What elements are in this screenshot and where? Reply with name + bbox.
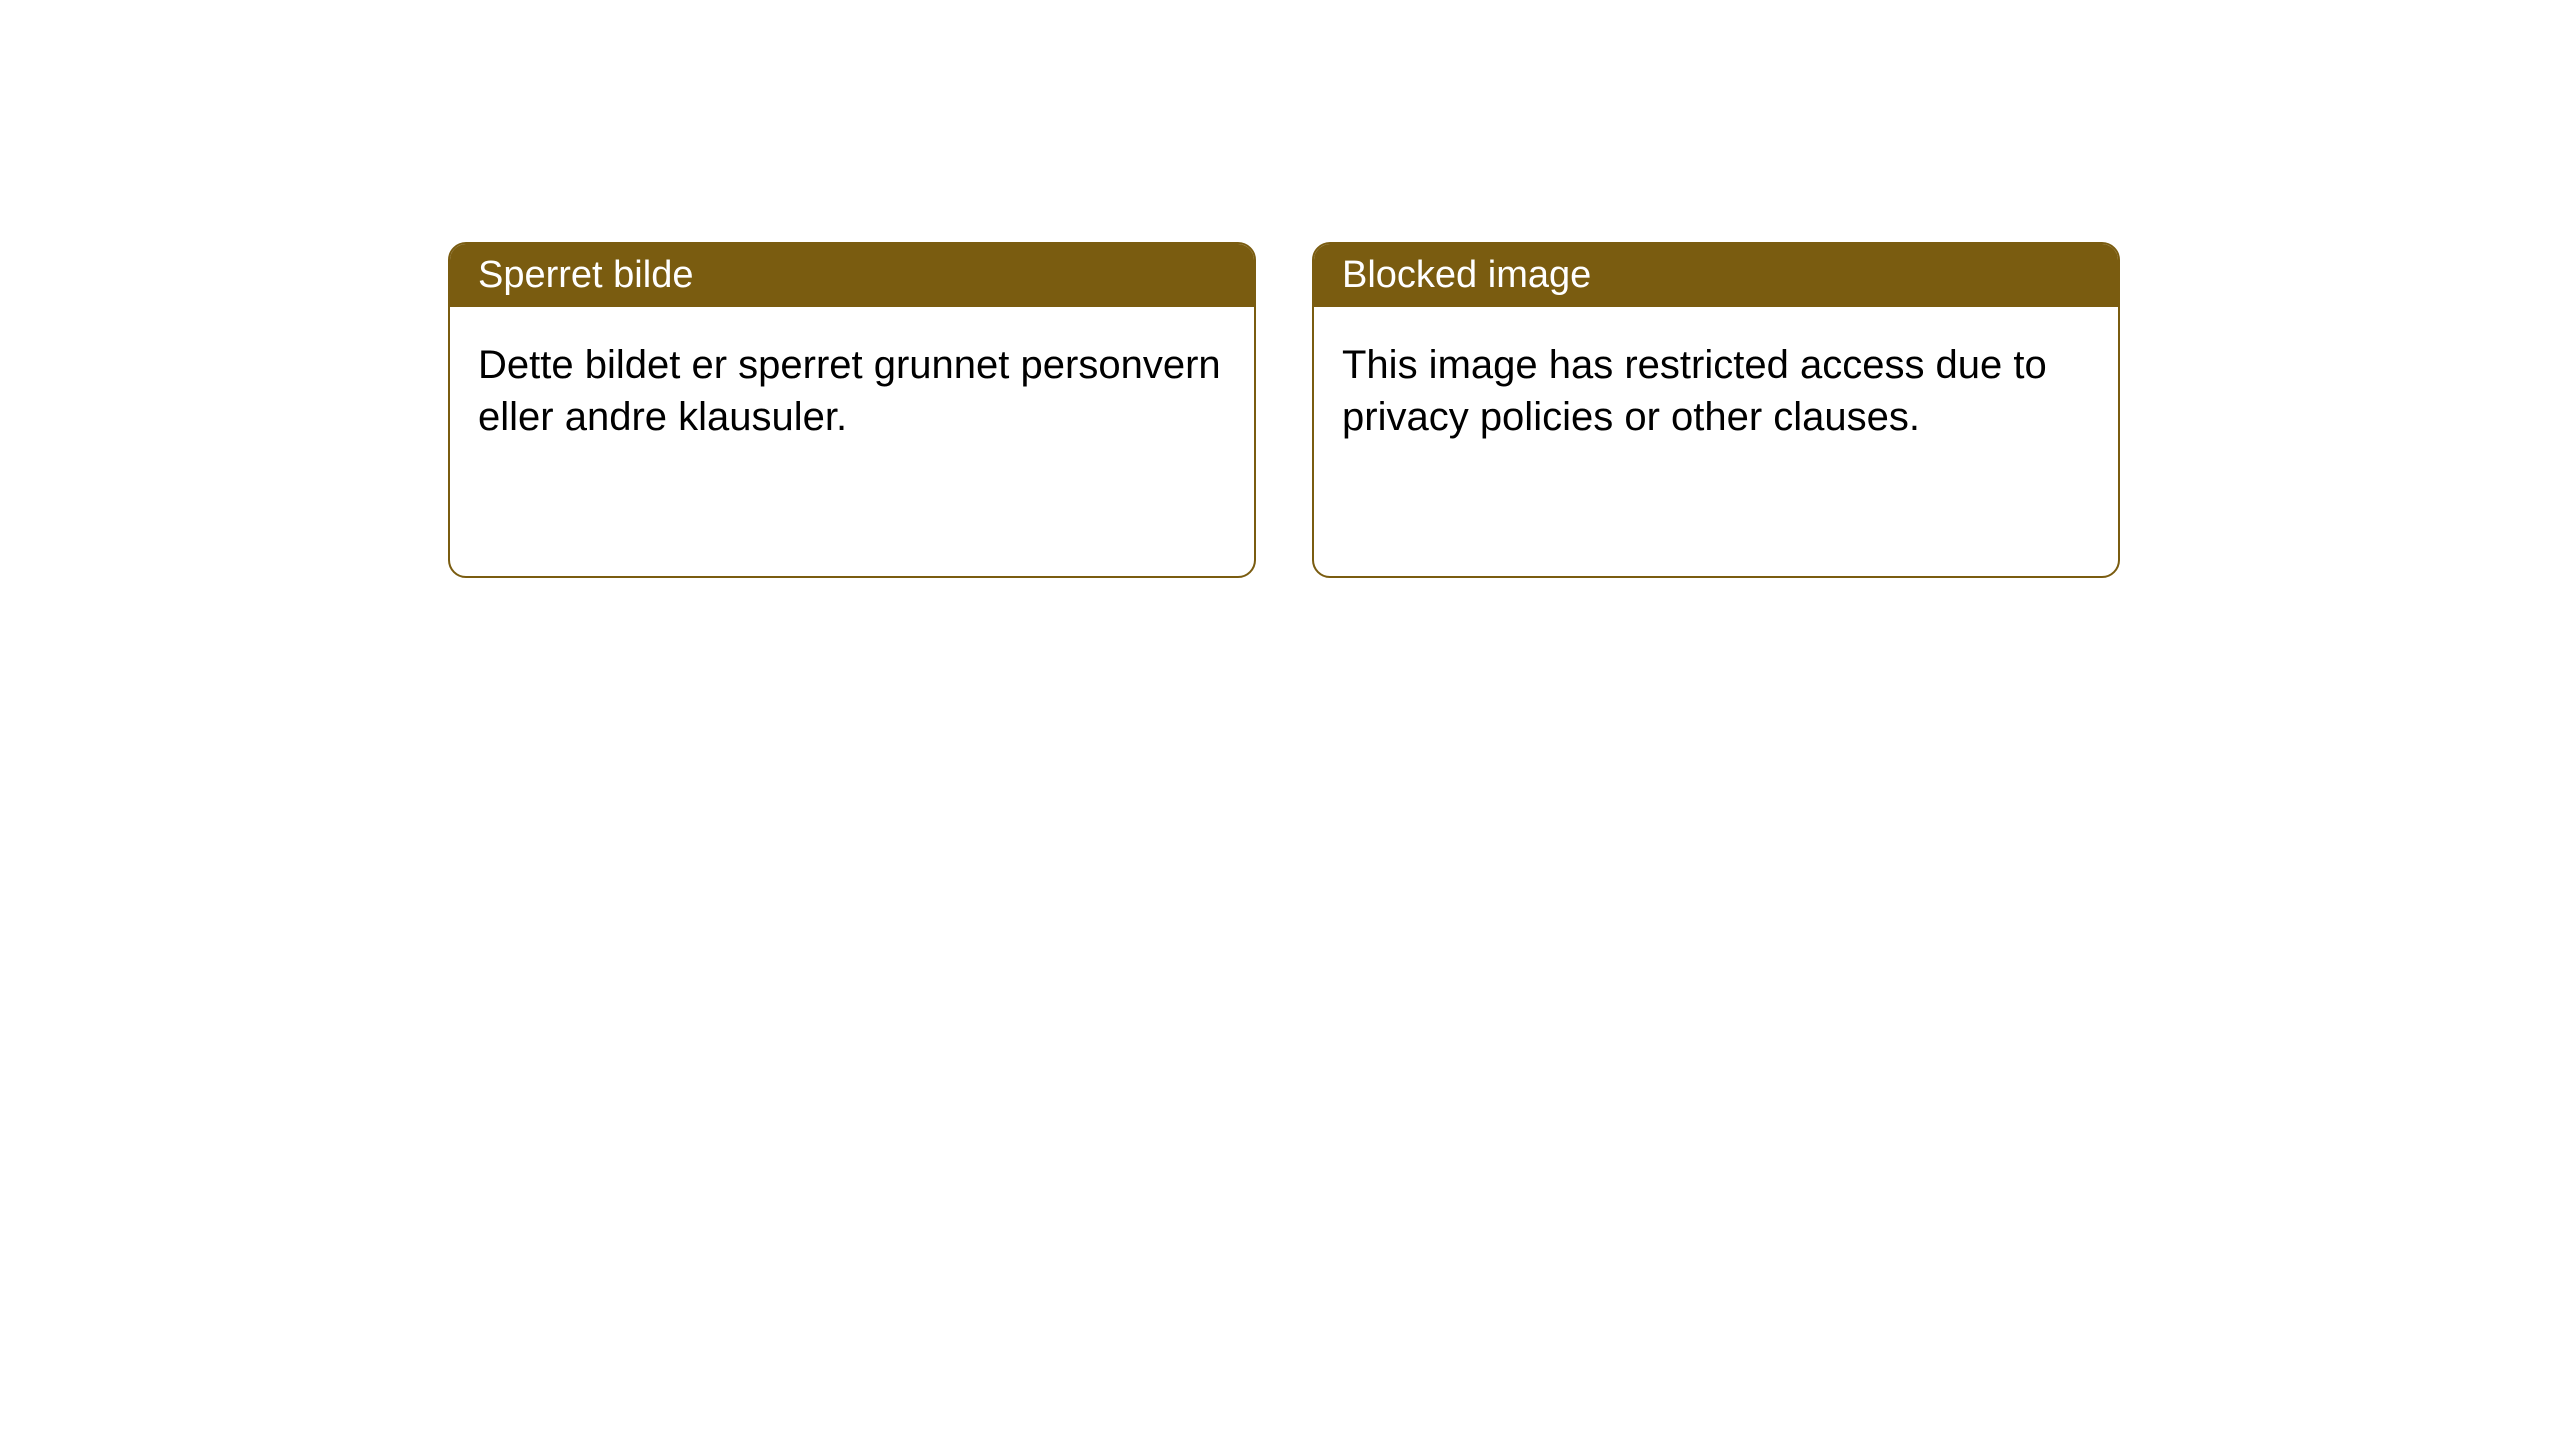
notice-body-text: This image has restricted access due to … bbox=[1342, 343, 2047, 439]
notice-header: Sperret bilde bbox=[450, 244, 1254, 307]
notice-header: Blocked image bbox=[1314, 244, 2118, 307]
notice-body: Dette bildet er sperret grunnet personve… bbox=[450, 307, 1254, 475]
notice-title: Sperret bilde bbox=[478, 254, 693, 296]
notice-body-text: Dette bildet er sperret grunnet personve… bbox=[478, 343, 1221, 439]
notice-title: Blocked image bbox=[1342, 254, 1591, 296]
notices-container: Sperret bilde Dette bildet er sperret gr… bbox=[0, 0, 2560, 578]
notice-body: This image has restricted access due to … bbox=[1314, 307, 2118, 475]
notice-card-english: Blocked image This image has restricted … bbox=[1312, 242, 2120, 578]
notice-card-norwegian: Sperret bilde Dette bildet er sperret gr… bbox=[448, 242, 1256, 578]
